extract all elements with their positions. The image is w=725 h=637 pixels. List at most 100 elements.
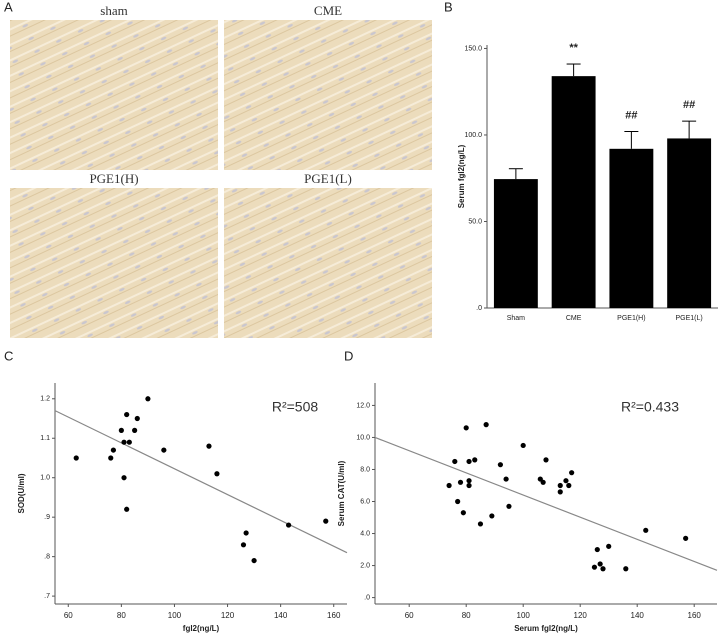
data-point xyxy=(240,542,247,548)
fit-line xyxy=(54,410,348,554)
data-point xyxy=(591,564,598,570)
y-tick-label: 1.0 xyxy=(40,475,50,482)
y-tick-label: .8 xyxy=(44,553,50,560)
x-tick-label: 60 xyxy=(405,611,414,620)
data-point xyxy=(683,535,689,541)
y-tick-label: .0 xyxy=(476,305,482,312)
data-point xyxy=(623,566,629,572)
data-point xyxy=(121,475,127,481)
data-point xyxy=(126,439,132,445)
x-tick-label: 140 xyxy=(274,611,288,620)
micrograph-label: sham xyxy=(100,3,127,18)
y-tick-label: 6.0 xyxy=(360,498,370,505)
data-point xyxy=(73,455,79,461)
y-tick-label: .7 xyxy=(44,593,50,600)
y-tick-label: 12.0 xyxy=(356,402,370,409)
y-tick-label: 4.0 xyxy=(360,530,370,537)
data-point xyxy=(497,462,503,468)
data-point xyxy=(323,518,329,524)
y-tick-label: 2.0 xyxy=(360,562,370,569)
data-point xyxy=(286,522,292,528)
data-point xyxy=(124,506,130,512)
x-tick-label: Sham xyxy=(507,315,525,322)
micrograph-panel: sham CME PGE1(H) PGE1(L) xyxy=(10,3,432,338)
data-point xyxy=(457,479,464,485)
data-point xyxy=(145,396,151,402)
y-axis-label: SOD(U/ml) xyxy=(17,473,26,513)
data-point xyxy=(108,455,114,461)
data-point xyxy=(214,471,220,477)
x-tick-label: 140 xyxy=(631,611,645,620)
x-tick-label: 60 xyxy=(64,611,73,620)
micrograph xyxy=(224,188,432,338)
y-tick-label: .0 xyxy=(364,594,370,601)
data-point xyxy=(503,476,509,482)
data-point xyxy=(460,510,466,516)
data-point xyxy=(563,478,569,484)
panel-letter: A xyxy=(4,0,13,14)
data-point xyxy=(466,458,472,465)
micrograph xyxy=(10,188,218,338)
y-tick-label: .9 xyxy=(44,514,50,521)
panel-letter: C xyxy=(4,348,13,363)
r-squared: R²=0.433 xyxy=(621,399,679,415)
data-point xyxy=(472,457,478,463)
data-point xyxy=(121,439,127,445)
y-axis-label: Serum fgl2(ng/L) xyxy=(457,144,466,208)
data-point xyxy=(557,489,563,495)
data-point xyxy=(566,482,572,489)
data-point xyxy=(124,411,130,418)
bar xyxy=(493,179,538,308)
x-tick-label: PGE1(L) xyxy=(676,315,703,322)
data-point xyxy=(251,557,257,564)
x-tick-label: 100 xyxy=(517,611,531,620)
micrograph-label: CME xyxy=(314,3,342,18)
micrograph xyxy=(224,20,432,170)
y-tick-label: 1.2 xyxy=(40,396,50,403)
data-point xyxy=(134,415,140,422)
bar xyxy=(551,76,596,308)
data-point xyxy=(483,422,489,428)
bar xyxy=(667,138,712,308)
data-point xyxy=(606,543,612,549)
x-tick-label: 160 xyxy=(327,611,341,620)
x-tick-label: 100 xyxy=(168,611,182,620)
data-point xyxy=(452,458,458,465)
y-tick-label: 150.0 xyxy=(464,45,482,52)
data-point xyxy=(466,482,472,489)
y-tick-label: 1.1 xyxy=(40,435,50,442)
x-tick-label: 160 xyxy=(688,611,702,620)
data-point xyxy=(110,447,116,453)
data-point xyxy=(520,442,526,449)
x-tick-label: 120 xyxy=(221,611,235,620)
y-tick-label: 8.0 xyxy=(360,466,370,473)
x-axis-label: Serum fgl2(ng/L) xyxy=(514,624,578,633)
data-point xyxy=(118,427,124,433)
x-tick-label: PGE1(H) xyxy=(617,315,645,322)
significance-label: ** xyxy=(569,42,578,54)
y-tick-label: 10.0 xyxy=(356,434,370,441)
data-point xyxy=(161,447,167,453)
data-point xyxy=(557,482,563,489)
data-point xyxy=(569,470,575,476)
y-axis-label: Serum CAT(U/ml) xyxy=(337,460,346,526)
r-squared: R²=508 xyxy=(272,399,319,415)
y-tick-label: 50.0 xyxy=(468,218,482,225)
x-tick-label: 120 xyxy=(574,611,588,620)
panel-letter: D xyxy=(344,348,353,363)
x-tick-label: 80 xyxy=(117,611,126,620)
data-point xyxy=(455,498,461,505)
data-point xyxy=(600,566,606,572)
x-tick-label: CME xyxy=(566,315,582,322)
data-point xyxy=(466,478,472,484)
data-point xyxy=(489,513,495,519)
bar xyxy=(609,148,654,308)
fit-line xyxy=(374,436,718,571)
significance-label: ## xyxy=(683,99,695,111)
x-tick-label: 80 xyxy=(462,611,471,620)
micrograph-label: PGE1(H) xyxy=(89,171,138,186)
data-point xyxy=(594,546,600,553)
data-point xyxy=(477,521,484,527)
micrograph xyxy=(10,20,218,170)
data-point xyxy=(597,561,603,567)
